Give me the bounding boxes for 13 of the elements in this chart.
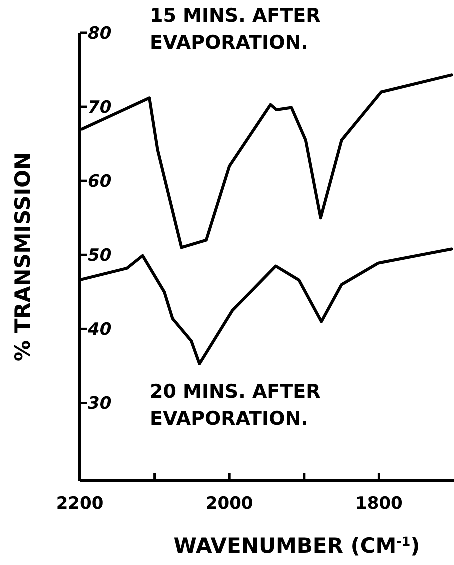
y-axis-title: % TRANSMISSION: [11, 152, 35, 362]
y-tick-label: 60: [88, 172, 112, 192]
x-tick-label: 2000: [206, 494, 254, 514]
x-tick-label: 1800: [356, 494, 404, 514]
y-tick-label: 40: [87, 320, 112, 340]
y-tick-label: 30: [88, 394, 112, 414]
x-axis-title: WAVENUMBER (CM$^{-1}$): [174, 534, 420, 558]
y-tick-label: 70: [88, 98, 112, 118]
text: 20 MINS. AFTER EVAPORATION.: [150, 381, 322, 430]
y-tick-label: 80: [88, 24, 112, 44]
y-tick-label: 50: [88, 246, 112, 266]
x-tick-label: 2200: [56, 494, 104, 514]
text: 15 MINS. AFTER EVAPORATION.: [150, 5, 322, 54]
